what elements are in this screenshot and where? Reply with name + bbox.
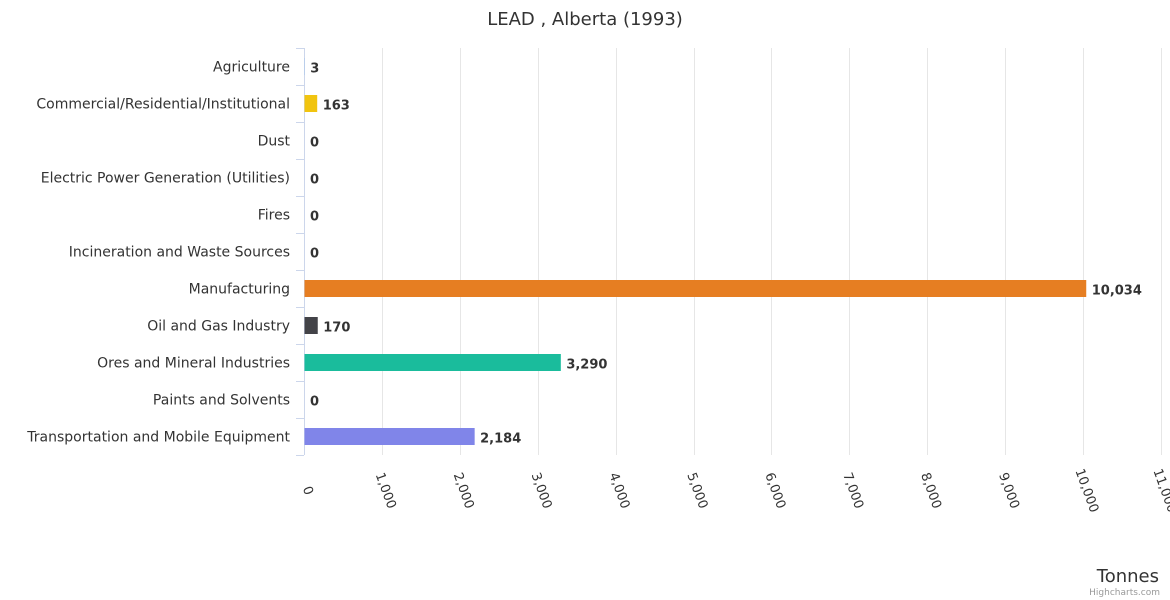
data-label: 2,184 bbox=[480, 432, 521, 447]
data-label: 0 bbox=[310, 247, 319, 262]
bar[interactable] bbox=[304, 280, 1087, 297]
data-labels: 3 163 0 0 0 0 10,034 170 3,290 0 2,184 bbox=[310, 62, 1142, 447]
category-label: Manufacturing bbox=[189, 282, 290, 298]
category-label: Paints and Solvents bbox=[153, 393, 290, 409]
category-label: Fires bbox=[258, 208, 290, 224]
data-label: 10,034 bbox=[1092, 284, 1142, 299]
data-label: 3 bbox=[310, 62, 319, 77]
credits-link[interactable]: Highcharts.com bbox=[1089, 588, 1160, 598]
data-label: 0 bbox=[310, 136, 319, 151]
category-label: Oil and Gas Industry bbox=[147, 319, 290, 335]
category-label: Commercial/Residential/Institutional bbox=[36, 97, 290, 113]
category-label: Incineration and Waste Sources bbox=[69, 245, 290, 261]
category-label: Electric Power Generation (Utilities) bbox=[41, 171, 290, 187]
data-label: 0 bbox=[310, 173, 319, 188]
category-label: Ores and Mineral Industries bbox=[97, 356, 290, 372]
bars bbox=[304, 58, 1087, 445]
bar[interactable] bbox=[304, 317, 318, 334]
data-label: 170 bbox=[323, 321, 350, 336]
category-label: Dust bbox=[258, 134, 291, 150]
category-label: Agriculture bbox=[213, 60, 290, 76]
category-labels: Agriculture Commercial/Residential/Instit… bbox=[26, 60, 290, 446]
value-axis-title: Tonnes bbox=[1096, 566, 1159, 587]
bar[interactable] bbox=[304, 95, 318, 112]
data-label: 163 bbox=[323, 99, 350, 114]
chart-title: LEAD , Alberta (1993) bbox=[487, 9, 683, 30]
grid-lines bbox=[296, 48, 1162, 456]
data-label: 0 bbox=[310, 210, 319, 225]
data-label: 3,290 bbox=[566, 358, 607, 373]
bar[interactable] bbox=[304, 428, 475, 445]
category-label: Transportation and Mobile Equipment bbox=[26, 430, 290, 446]
data-label: 0 bbox=[310, 395, 319, 410]
bar[interactable] bbox=[304, 354, 561, 371]
